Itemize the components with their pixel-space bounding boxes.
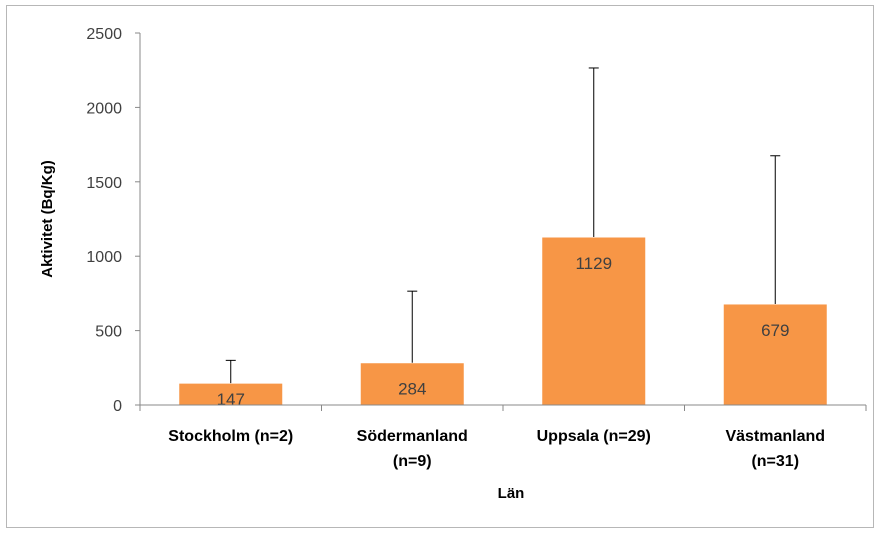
category-label-0: Stockholm (n=2)	[168, 428, 293, 445]
bar-2	[541, 236, 647, 406]
y-tick-label-2: 1000	[86, 249, 122, 266]
data-label-0: 147	[217, 390, 245, 409]
data-label-2: 1129	[575, 254, 612, 273]
error-bars	[225, 67, 781, 384]
data-label-3: 679	[761, 321, 789, 340]
data-labels: 147 284 1129 679	[217, 254, 790, 409]
y-tick-label-3: 1500	[86, 175, 122, 192]
category-label-1: Södermanland	[357, 428, 468, 445]
category-label-3-line-1: (n=31)	[751, 453, 799, 470]
bars	[178, 236, 828, 406]
axes	[135, 32, 867, 411]
y-axis-ticks: 0 500 1000 1500 2000 2500	[86, 26, 122, 415]
category-label-3: Västmanland	[725, 428, 825, 445]
y-tick-label-4: 2000	[86, 100, 122, 117]
y-tick-label-1: 500	[95, 324, 122, 341]
category-label-2: Uppsala (n=29)	[537, 428, 651, 445]
bar-3	[722, 303, 828, 406]
y-tick-label-0: 0	[113, 398, 122, 415]
x-axis-label: Län	[498, 485, 525, 502]
chart-frame	[6, 5, 874, 528]
y-axis-label: Aktivitet (Bq/Kg)	[39, 160, 56, 278]
category-label-1-line-1: (n=9)	[393, 453, 432, 470]
category-labels: Stockholm (n=2) Södermanland (n=9) Uppsala …	[168, 428, 825, 470]
y-tick-label-5: 2500	[86, 26, 122, 43]
data-label-1: 284	[398, 380, 426, 399]
